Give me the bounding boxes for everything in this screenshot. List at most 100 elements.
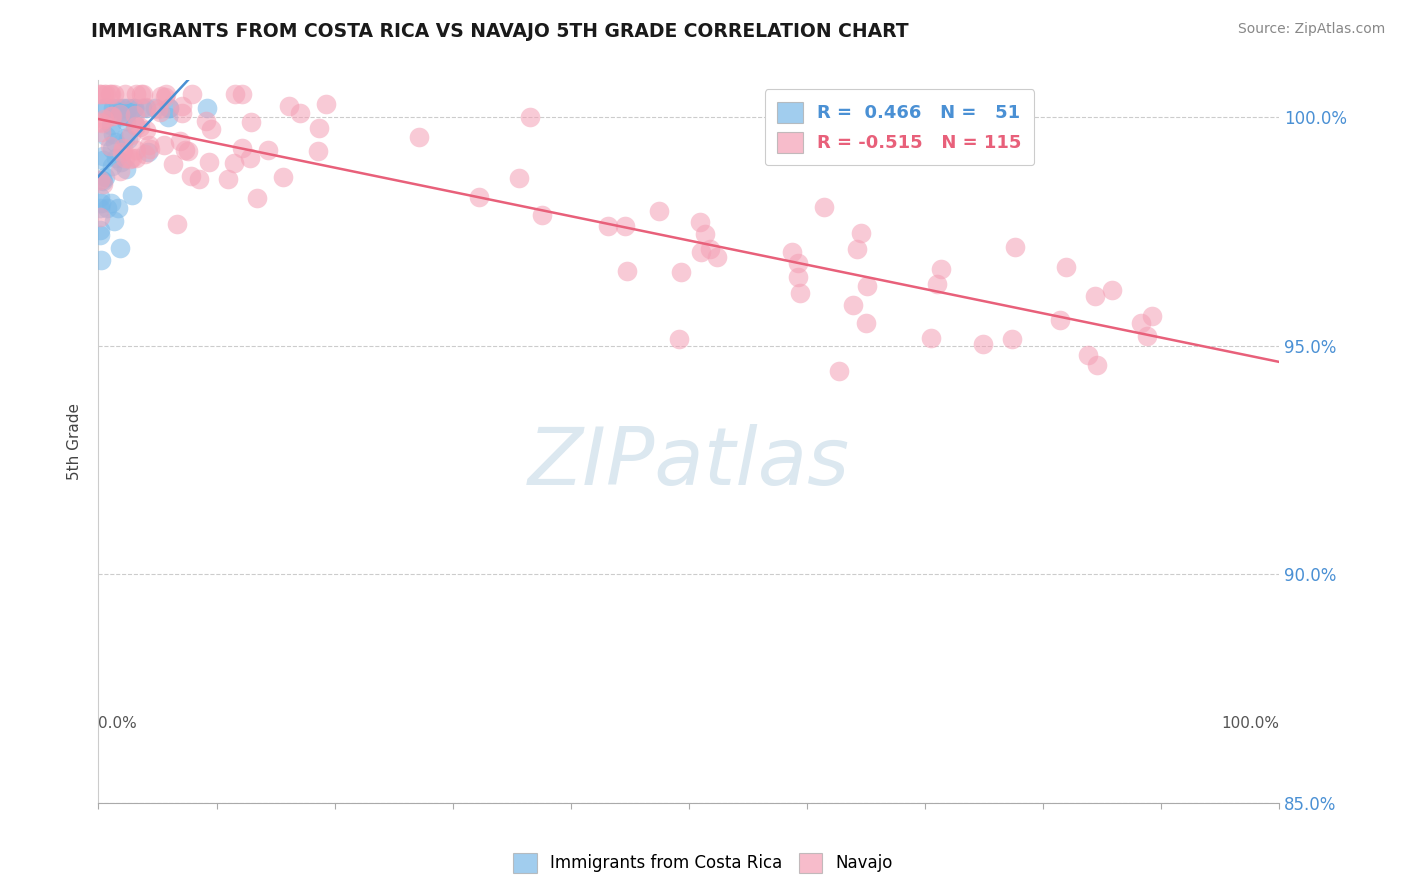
Point [706, 251, 728, 265]
Point [508, 171, 530, 186]
Point [108, 106, 131, 120]
Point [110, 241, 132, 255]
Point [120, 128, 142, 142]
Point [1004, 240, 1026, 254]
Point [94, 128, 117, 143]
Point [125, 143, 148, 157]
Point [846, 243, 869, 257]
Point [103, 213, 125, 227]
Point [257, 143, 280, 157]
Point [122, 101, 145, 115]
Point [972, 336, 994, 351]
Point [101, 128, 124, 142]
Point [699, 242, 721, 256]
Point [101, 143, 124, 157]
Point [689, 245, 711, 260]
Point [100, 109, 122, 123]
Point [598, 219, 620, 233]
Point [101, 159, 124, 173]
Point [786, 270, 808, 285]
Point [101, 109, 124, 123]
Point [121, 188, 143, 202]
Point [139, 142, 162, 156]
Point [103, 87, 125, 101]
Point [169, 134, 191, 148]
Point [89, 223, 111, 237]
Point [122, 101, 145, 115]
Point [855, 278, 877, 293]
Point [246, 191, 269, 205]
Point [224, 156, 246, 170]
Point [124, 108, 146, 122]
Point [519, 110, 541, 124]
Point [194, 113, 217, 128]
Point [668, 332, 690, 346]
Point [239, 115, 262, 129]
Point [134, 147, 156, 161]
Point [107, 101, 129, 115]
Point [114, 101, 136, 115]
Point [195, 101, 218, 115]
Point [125, 151, 148, 165]
Point [1000, 332, 1022, 346]
Point [231, 87, 253, 101]
Point [114, 113, 136, 128]
Point [231, 141, 253, 155]
Point [786, 256, 808, 270]
Point [177, 144, 200, 158]
Point [827, 364, 849, 378]
Text: IMMIGRANTS FROM COSTA RICA VS NAVAJO 5TH GRADE CORRELATION CHART: IMMIGRANTS FROM COSTA RICA VS NAVAJO 5TH… [91, 22, 910, 41]
Point [1049, 313, 1071, 327]
Y-axis label: 5th Grade: 5th Grade [67, 403, 83, 480]
Point [273, 170, 295, 185]
Point [174, 143, 197, 157]
Point [93, 87, 115, 101]
Point [1130, 316, 1153, 330]
Point [89, 87, 111, 101]
Point [1136, 328, 1159, 343]
Text: Source: ZipAtlas.com: Source: ZipAtlas.com [1237, 22, 1385, 37]
Point [128, 120, 150, 135]
Point [96, 101, 118, 115]
Point [288, 106, 311, 120]
Point [851, 227, 873, 241]
Point [648, 204, 671, 219]
Point [1140, 309, 1163, 323]
Point [89, 172, 111, 186]
Point [156, 110, 179, 124]
Point [93, 101, 115, 115]
Point [107, 201, 129, 215]
Point [239, 152, 262, 166]
Point [157, 101, 180, 115]
Point [91, 177, 114, 191]
Point [98, 139, 121, 153]
Point [108, 163, 131, 178]
Point [94, 87, 117, 101]
Point [180, 87, 202, 101]
Point [931, 261, 953, 276]
Point [124, 118, 146, 132]
Point [100, 87, 122, 101]
Point [105, 151, 128, 165]
Point [467, 189, 489, 203]
Point [117, 132, 139, 146]
Point [138, 137, 160, 152]
Point [146, 103, 169, 117]
Point [114, 87, 136, 101]
Point [117, 101, 139, 115]
Point [101, 101, 124, 115]
Point [689, 214, 711, 228]
Point [96, 201, 118, 215]
Point [129, 87, 152, 101]
Point [149, 89, 172, 103]
Point [307, 144, 329, 158]
Point [121, 101, 143, 115]
Point [188, 172, 211, 186]
Point [90, 124, 112, 138]
Point [616, 264, 638, 278]
Point [789, 285, 811, 300]
Point [89, 114, 111, 128]
Point [90, 195, 112, 210]
Point [531, 207, 554, 221]
Point [91, 116, 114, 130]
